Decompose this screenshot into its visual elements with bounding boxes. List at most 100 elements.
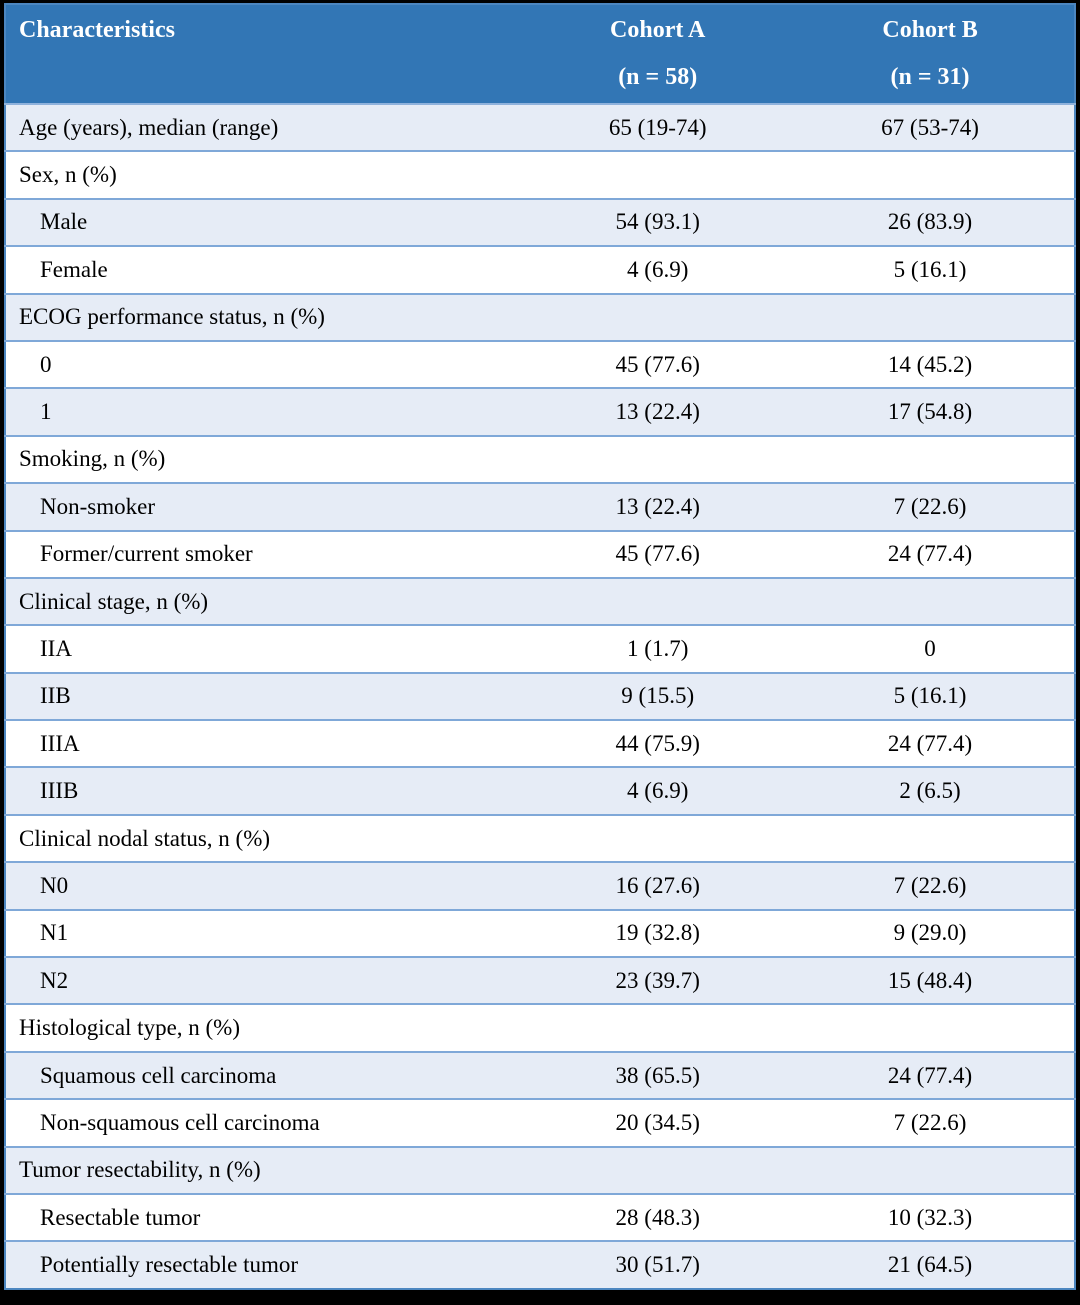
table-row-non-squamous: Non-squamous cell carcinoma 20 (34.5) 7 … [5, 1099, 1075, 1148]
row-label-cell: IIA [5, 625, 530, 674]
table-section-tumor-resectability: Tumor resectability, n (%) [5, 1146, 1075, 1195]
header-cohort-b-n: (n = 31) [890, 64, 970, 90]
row-label-cell: N0 [5, 862, 530, 911]
header-characteristics: Characteristics [5, 4, 530, 105]
section-label-cell: Sex, n (%) [5, 151, 530, 200]
cohort-a-value-cell: 9 (15.5) [529, 672, 787, 722]
cohort-a-value-cell: 4 (6.9) [529, 246, 787, 295]
row-label-cell: Non-smoker [5, 483, 530, 532]
cohort-a-value-cell: 28 (48.3) [529, 1193, 787, 1243]
cohort-b-value-cell: 21 (64.5) [786, 1241, 1075, 1289]
section-label-cell: Clinical nodal status, n (%) [5, 814, 530, 864]
row-label-cell: Resectable tumor [5, 1193, 530, 1243]
cohort-a-value-cell: 13 (22.4) [529, 483, 787, 532]
cohort-a-value-cell: 44 (75.9) [529, 720, 787, 769]
table-row-iiia: IIIA 44 (75.9) 24 (77.4) [5, 720, 1075, 769]
cohort-b-value-cell: 26 (83.9) [786, 198, 1075, 248]
table-row-non-smoker: Non-smoker 13 (22.4) 7 (22.6) [5, 483, 1075, 532]
row-label-cell: Potentially resectable tumor [5, 1241, 530, 1289]
cohort-a-value-cell: 1 (1.7) [529, 625, 787, 674]
header-cohort-a: Cohort A (n = 58) [529, 4, 787, 105]
table-section-ecog: ECOG performance status, n (%) [5, 293, 1075, 342]
table-row-iiib: IIIB 4 (6.9) 2 (6.5) [5, 767, 1075, 816]
cohort-a-value-cell: 16 (27.6) [529, 862, 787, 911]
cohort-b-value-cell [786, 293, 1075, 342]
cohort-a-value-cell [529, 1146, 787, 1195]
cohort-a-value-cell: 4 (6.9) [529, 767, 787, 816]
cohort-b-value-cell: 24 (77.4) [786, 530, 1075, 579]
patient-characteristics-table: Characteristics Cohort A (n = 58) Cohort… [4, 3, 1076, 1290]
section-label-cell: Smoking, n (%) [5, 435, 530, 485]
row-label-cell: Female [5, 246, 530, 295]
table-row-potentially-resectable: Potentially resectable tumor 30 (51.7) 2… [5, 1241, 1075, 1289]
table-row-resectable: Resectable tumor 28 (48.3) 10 (32.3) [5, 1193, 1075, 1243]
cohort-b-value-cell [786, 151, 1075, 200]
section-label-cell: Clinical stage, n (%) [5, 577, 530, 627]
cohort-a-value-cell: 38 (65.5) [529, 1051, 787, 1101]
table-section-histological-type: Histological type, n (%) [5, 1004, 1075, 1053]
table-row-male: Male 54 (93.1) 26 (83.9) [5, 198, 1075, 248]
section-label-cell: ECOG performance status, n (%) [5, 293, 530, 342]
table-row-n0: N0 16 (27.6) 7 (22.6) [5, 862, 1075, 911]
table-section-sex: Sex, n (%) [5, 151, 1075, 200]
cohort-a-value-cell: 30 (51.7) [529, 1241, 787, 1289]
cohort-b-value-cell: 5 (16.1) [786, 246, 1075, 295]
cohort-b-value-cell: 9 (29.0) [786, 909, 1075, 959]
cohort-a-value-cell [529, 151, 787, 200]
cohort-a-value-cell: 45 (77.6) [529, 340, 787, 390]
table-row-ecog-1: 1 13 (22.4) 17 (54.8) [5, 388, 1075, 437]
table-row-female: Female 4 (6.9) 5 (16.1) [5, 246, 1075, 295]
table-section-smoking: Smoking, n (%) [5, 435, 1075, 485]
cohort-b-value-cell: 67 (53-74) [786, 104, 1075, 153]
cohort-b-value-cell [786, 814, 1075, 864]
cohort-a-value-cell [529, 435, 787, 485]
table-row-age: Age (years), median (range) 65 (19-74) 6… [5, 104, 1075, 153]
cohort-b-value-cell [786, 1146, 1075, 1195]
cohort-b-value-cell: 15 (48.4) [786, 957, 1075, 1006]
cohort-a-value-cell: 45 (77.6) [529, 530, 787, 579]
row-label-cell: 0 [5, 340, 530, 390]
table-row-iib: IIB 9 (15.5) 5 (16.1) [5, 672, 1075, 722]
table-row-iia: IIA 1 (1.7) 0 [5, 625, 1075, 674]
row-label-cell: N2 [5, 957, 530, 1006]
cohort-b-value-cell: 7 (22.6) [786, 862, 1075, 911]
cohort-b-value-cell: 2 (6.5) [786, 767, 1075, 816]
header-cohort-b-name: Cohort B [882, 17, 978, 43]
table-row-n1: N1 19 (32.8) 9 (29.0) [5, 909, 1075, 959]
cohort-a-value-cell: 13 (22.4) [529, 388, 787, 437]
table-row-squamous: Squamous cell carcinoma 38 (65.5) 24 (77… [5, 1051, 1075, 1101]
cohort-b-value-cell: 24 (77.4) [786, 720, 1075, 769]
table-row-former-current-smoker: Former/current smoker 45 (77.6) 24 (77.4… [5, 530, 1075, 579]
cohort-b-value-cell: 24 (77.4) [786, 1051, 1075, 1101]
cohort-b-value-cell: 7 (22.6) [786, 1099, 1075, 1148]
row-label-cell: Squamous cell carcinoma [5, 1051, 530, 1101]
section-label-cell: Histological type, n (%) [5, 1004, 530, 1053]
table-row-ecog-0: 0 45 (77.6) 14 (45.2) [5, 340, 1075, 390]
cohort-a-value-cell [529, 293, 787, 342]
table-section-clinical-nodal-status: Clinical nodal status, n (%) [5, 814, 1075, 864]
table-section-clinical-stage: Clinical stage, n (%) [5, 577, 1075, 627]
header-cohort-b: Cohort B (n = 31) [786, 4, 1075, 105]
header-cohort-a-n: (n = 58) [618, 64, 698, 90]
section-label-cell: Tumor resectability, n (%) [5, 1146, 530, 1195]
cohort-a-value-cell: 65 (19-74) [529, 104, 787, 153]
cohort-a-value-cell [529, 1004, 787, 1053]
cohort-a-value-cell [529, 577, 787, 627]
row-label-cell: N1 [5, 909, 530, 959]
cohort-a-value-cell: 54 (93.1) [529, 198, 787, 248]
cohort-b-value-cell [786, 1004, 1075, 1053]
row-label-cell: IIB [5, 672, 530, 722]
row-label-cell: IIIA [5, 720, 530, 769]
header-row: Characteristics Cohort A (n = 58) Cohort… [5, 4, 1075, 105]
row-label-cell: Non-squamous cell carcinoma [5, 1099, 530, 1148]
cohort-b-value-cell: 10 (32.3) [786, 1193, 1075, 1243]
cohort-b-value-cell: 5 (16.1) [786, 672, 1075, 722]
row-label-cell: IIIB [5, 767, 530, 816]
cohort-a-value-cell: 20 (34.5) [529, 1099, 787, 1148]
cohort-b-value-cell: 14 (45.2) [786, 340, 1075, 390]
cohort-a-value-cell: 19 (32.8) [529, 909, 787, 959]
row-label-cell: Former/current smoker [5, 530, 530, 579]
cohort-a-value-cell: 23 (39.7) [529, 957, 787, 1006]
cohort-b-value-cell [786, 435, 1075, 485]
